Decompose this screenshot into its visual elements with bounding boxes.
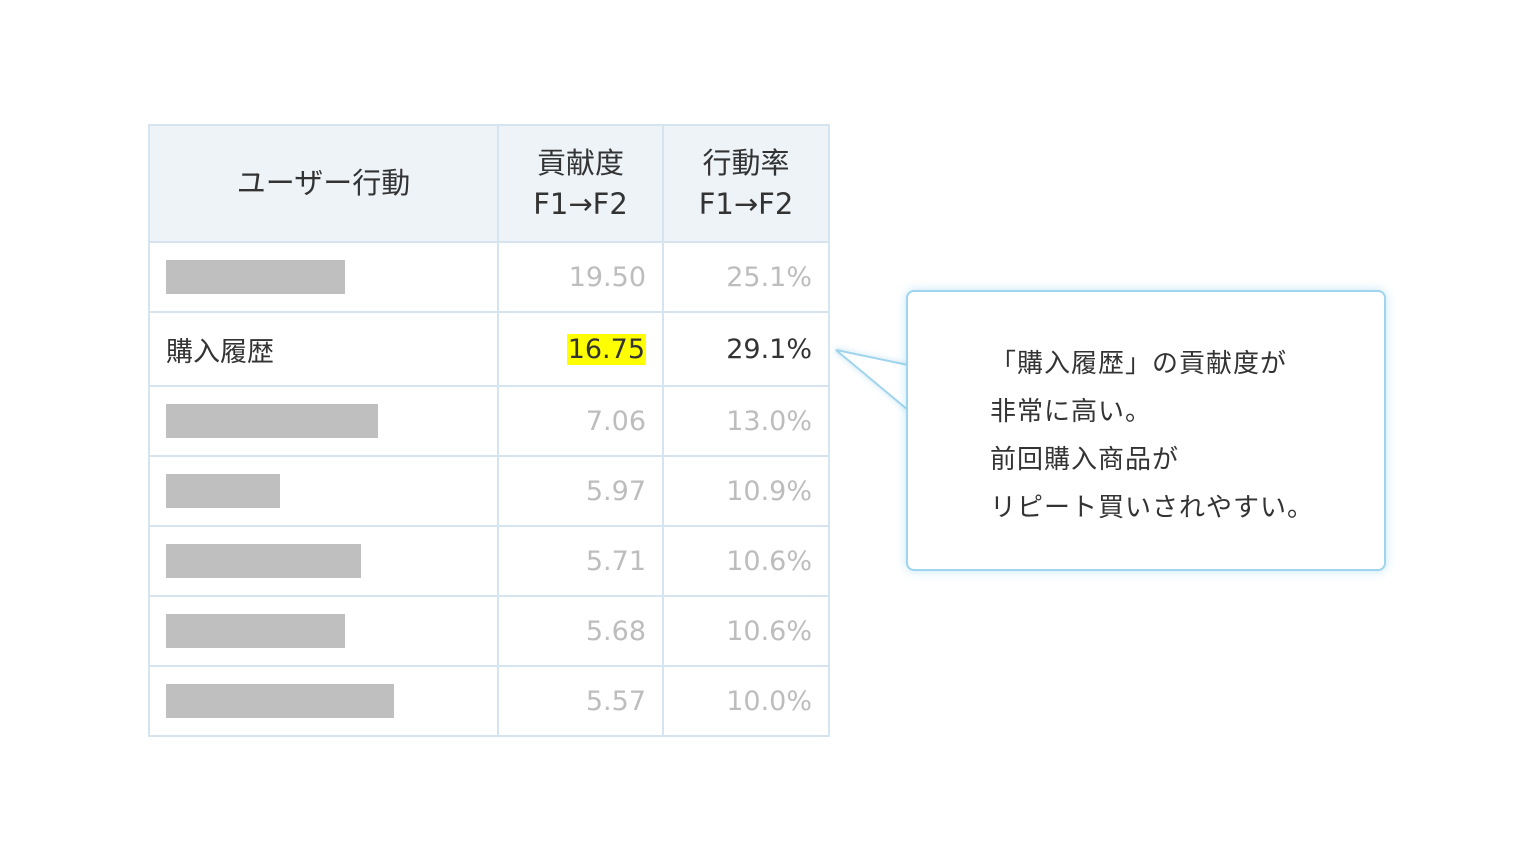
header-user-behavior: ユーザー行動 bbox=[148, 124, 499, 243]
highlight-marker: 16.75 bbox=[566, 333, 646, 365]
table-row: 5.97 10.9% bbox=[148, 455, 830, 527]
callout-text: 「購入履歴」の貢献度が 非常に高い。 前回購入商品が リピート買いされやすい。 bbox=[990, 340, 1314, 532]
rate-value: 10.6% bbox=[662, 525, 830, 597]
table-row: 19.50 25.1% bbox=[148, 241, 830, 313]
redacted-label-bar bbox=[166, 544, 361, 578]
row-label-cell bbox=[148, 595, 499, 667]
callout-line: リピート買いされやすい。 bbox=[990, 493, 1315, 523]
rate-value: 10.0% bbox=[662, 665, 830, 737]
rate-value: 10.6% bbox=[662, 595, 830, 667]
header-user-behavior-label: ユーザー行動 bbox=[236, 166, 411, 200]
insight-callout: 「購入履歴」の貢献度が 非常に高い。 前回購入商品が リピート買いされやすい。 bbox=[906, 290, 1386, 571]
behavior-table: ユーザー行動 貢献度 F1→F2 行動率 F1→F2 19.50 25.1% bbox=[148, 124, 830, 737]
row-label-cell bbox=[148, 665, 499, 737]
contribution-value-highlighted: 16.75 bbox=[497, 311, 664, 387]
rate-value: 29.1% bbox=[662, 311, 830, 387]
table-row: 7.06 13.0% bbox=[148, 385, 830, 457]
redacted-label-bar bbox=[166, 614, 345, 648]
contribution-value: 19.50 bbox=[497, 241, 664, 313]
header-action-rate-sub: F1→F2 bbox=[698, 186, 794, 221]
redacted-label-bar bbox=[166, 684, 394, 718]
header-contribution: 貢献度 F1→F2 bbox=[497, 124, 664, 243]
rate-value: 13.0% bbox=[662, 385, 830, 457]
table-row-highlighted: 購入履歴 16.75 29.1% bbox=[148, 311, 830, 387]
header-action-rate-label: 行動率 bbox=[702, 145, 790, 180]
rate-value: 10.9% bbox=[662, 455, 830, 527]
behavior-table-container: ユーザー行動 貢献度 F1→F2 行動率 F1→F2 19.50 25.1% bbox=[148, 124, 830, 737]
row-label: 購入履歴 bbox=[148, 311, 499, 387]
contribution-value: 7.06 bbox=[497, 385, 664, 457]
table-row: 5.68 10.6% bbox=[148, 595, 830, 667]
redacted-label-bar bbox=[166, 474, 280, 508]
redacted-label-bar bbox=[166, 260, 345, 294]
callout-line: 非常に高い。 bbox=[990, 397, 1153, 427]
header-action-rate: 行動率 F1→F2 bbox=[662, 124, 830, 243]
row-label-cell bbox=[148, 241, 499, 313]
table-header-row: ユーザー行動 貢献度 F1→F2 行動率 F1→F2 bbox=[148, 124, 830, 243]
table-row: 5.71 10.6% bbox=[148, 525, 830, 597]
table-row: 5.57 10.0% bbox=[148, 665, 830, 737]
header-contribution-label: 貢献度 bbox=[536, 145, 624, 180]
contribution-value: 5.57 bbox=[497, 665, 664, 737]
rate-value: 25.1% bbox=[662, 241, 830, 313]
callout-line: 「購入履歴」の貢献度が bbox=[990, 349, 1288, 379]
row-label-cell bbox=[148, 455, 499, 527]
row-label-cell bbox=[148, 525, 499, 597]
redacted-label-bar bbox=[166, 404, 378, 438]
row-label-cell bbox=[148, 385, 499, 457]
callout-tail bbox=[835, 349, 909, 411]
contribution-value: 5.71 bbox=[497, 525, 664, 597]
callout-line: 前回購入商品が bbox=[990, 445, 1180, 475]
contribution-value: 5.97 bbox=[497, 455, 664, 527]
header-contribution-sub: F1→F2 bbox=[533, 186, 628, 221]
contribution-value: 5.68 bbox=[497, 595, 664, 667]
